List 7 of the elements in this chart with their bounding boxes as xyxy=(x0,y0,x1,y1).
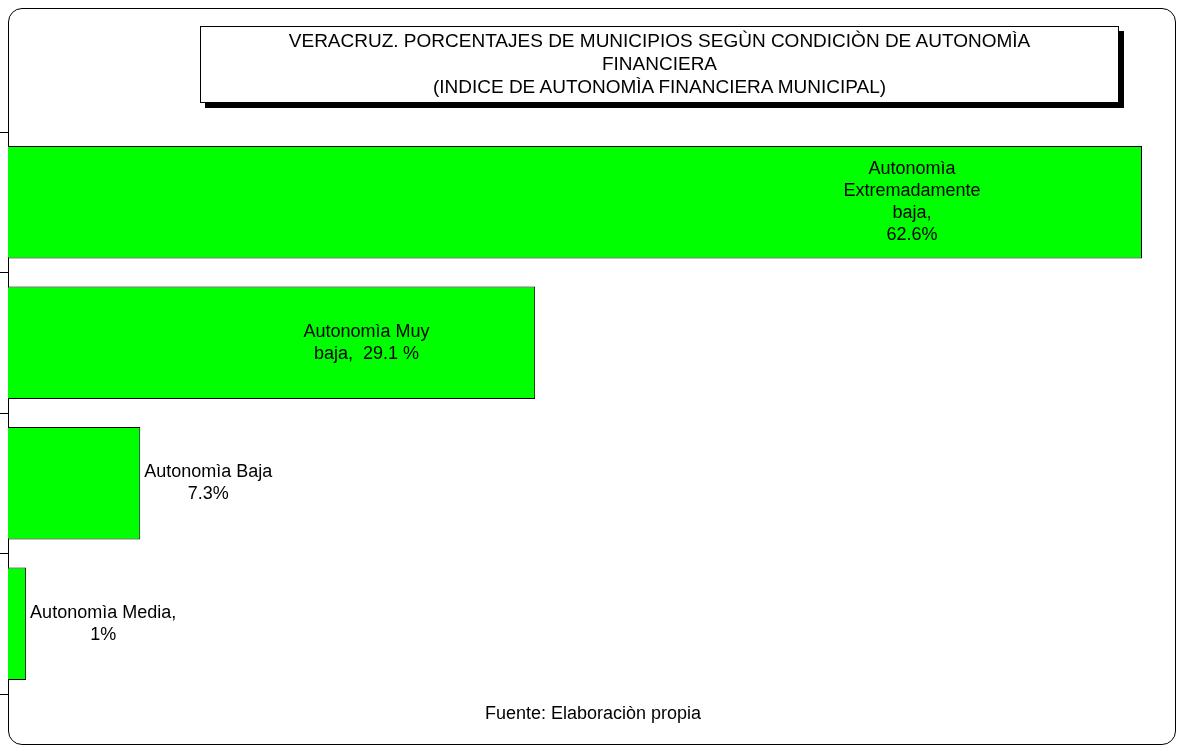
source-note: Fuente: Elaboraciòn propia xyxy=(483,703,703,724)
chart-title: VERACRUZ. PORCENTAJES DE MUNICIPIOS SEGÙN CONDICIÒN DE AUTONOMÌA FINANCIERA xyxy=(287,29,1032,75)
data-label: Autonomìa Baja 7.3% xyxy=(144,461,274,504)
chart-subtitle: (INDICE DE AUTONOMÌA FINANCIERA MUNICIPAL) xyxy=(431,75,888,98)
data-label: Autonomìa Muy baja, 29.1 % xyxy=(303,320,430,363)
data-label: Autonomìa Extremadamente baja, 62.6% xyxy=(843,158,981,245)
data-label: Autonomìa Media, 1% xyxy=(30,601,177,644)
